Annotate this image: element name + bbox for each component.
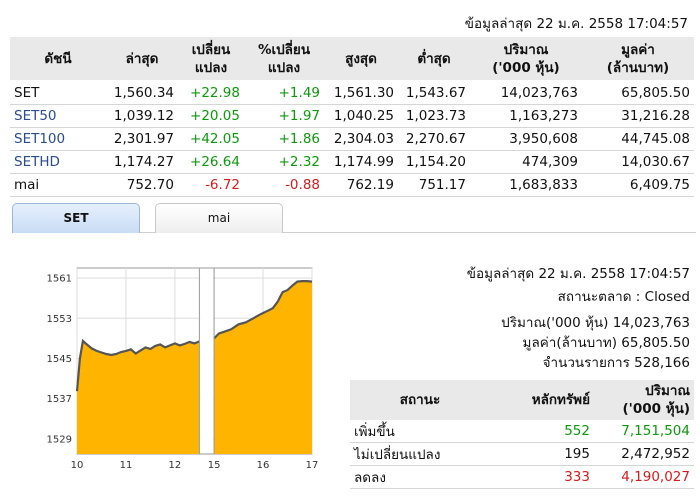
market-value: มูลค่า(ล้านบาท) 65,805.50	[522, 335, 690, 351]
index-last: 1,174.27	[106, 150, 178, 174]
chart-area-fill	[214, 281, 312, 454]
col-header-index: ดัชนี	[10, 37, 106, 82]
col-header-last: ล่าสุด	[106, 37, 178, 82]
chart-x-tick-label: 17	[306, 460, 319, 471]
index-low: 1,023.73	[398, 104, 470, 128]
index-volume: 1,683,833	[470, 173, 582, 197]
index-name[interactable]: SETHD	[10, 150, 106, 174]
stat-table-header: สถานะ หลักทรัพย์ ปริมาณ ('000 หุ้น)	[350, 380, 694, 420]
chart-x-tick-label: 15	[208, 460, 221, 471]
col-header-change: เปลี่ยน แปลง	[178, 37, 244, 82]
col-header-securities: หลักทรัพย์	[490, 380, 594, 420]
index-high: 1,040.25	[324, 104, 398, 128]
index-change: +20.05	[178, 104, 244, 128]
index-pct-change: -0.88	[244, 173, 324, 197]
last-update-timestamp: ข้อมูลล่าสุด 22 ม.ค. 2558 17:04:57	[464, 16, 688, 32]
stat-volume: 7,151,504	[594, 420, 694, 443]
index-low: 1,543.67	[398, 81, 470, 105]
index-high: 2,304.03	[324, 127, 398, 151]
chart-y-tick-label: 1537	[47, 394, 72, 405]
index-name: mai	[10, 173, 106, 197]
stat-status-label: ลดลง	[350, 465, 490, 489]
advance-decline-table: สถานะ หลักทรัพย์ ปริมาณ ('000 หุ้น) เพิ่ม…	[350, 380, 694, 489]
index-value: 65,805.50	[582, 81, 694, 105]
index-low: 1,154.20	[398, 150, 470, 174]
index-name[interactable]: SET50	[10, 104, 106, 128]
index-last: 752.70	[106, 173, 178, 197]
stat-status-label: ไม่เปลี่ยนแปลง	[350, 442, 490, 466]
index-table-header: ดัชนี ล่าสุด เปลี่ยน แปลง %เปลี่ยน แปลง สู…	[10, 37, 694, 82]
index-value: 31,216.28	[582, 104, 694, 128]
index-high: 1,174.99	[324, 150, 398, 174]
chart-y-tick-label: 1561	[47, 274, 72, 285]
chart-x-tick-label: 16	[257, 460, 270, 471]
stat-row: ไม่เปลี่ยนแปลง 195 2,472,952	[350, 442, 694, 466]
market-transactions: จำนวนรายการ 528,166	[542, 355, 690, 371]
index-volume: 3,950,608	[470, 127, 582, 151]
chart-session-gap	[200, 269, 214, 453]
index-last: 2,301.97	[106, 127, 178, 151]
col-header-status: สถานะ	[350, 380, 490, 420]
index-change: +22.98	[178, 81, 244, 105]
index-low: 2,270.67	[398, 127, 470, 151]
index-pct-change: +1.86	[244, 127, 324, 151]
index-row: SET 1,560.34 +22.98 +1.49 1,561.30 1,543.67 14…	[10, 81, 694, 105]
chart-area-fill	[77, 340, 200, 454]
index-name[interactable]: SET100	[10, 127, 106, 151]
index-change: -6.72	[178, 173, 244, 197]
chart-series-line	[75, 338, 200, 392]
chart-x-tick-label: 12	[169, 460, 182, 471]
stat-securities-count: 333	[490, 465, 594, 489]
index-row: mai 752.70 -6.72 -0.88 762.19 751.17 1,683,833…	[10, 173, 694, 197]
stat-row: ลดลง 333 4,190,027	[350, 465, 694, 489]
chart-x-tick-label: 10	[71, 460, 84, 471]
index-last: 1,560.34	[106, 81, 178, 105]
col-header-stat-volume: ปริมาณ ('000 หุ้น)	[594, 380, 694, 420]
index-volume: 1,163,273	[470, 104, 582, 128]
tab-mai[interactable]: mai	[155, 203, 283, 233]
index-name: SET	[10, 81, 106, 105]
index-row: SETHD 1,174.27 +26.64 +2.32 1,174.99 1,154.20…	[10, 150, 694, 174]
chart-y-tick-label: 1545	[47, 354, 72, 365]
stat-row: เพิ่มขึ้น 552 7,151,504	[350, 420, 694, 443]
index-last: 1,039.12	[106, 104, 178, 128]
stat-status-label: เพิ่มขึ้น	[350, 420, 490, 443]
stat-securities-count: 195	[490, 442, 594, 466]
market-info-timestamp: ข้อมูลล่าสุด 22 ม.ค. 2558 17:04:57	[466, 266, 690, 282]
market-volume: ปริมาณ('000 หุ้น) 14,023,763	[501, 315, 690, 331]
col-header-pct-change: %เปลี่ยน แปลง	[244, 37, 324, 82]
index-high: 762.19	[324, 173, 398, 197]
col-header-volume: ปริมาณ ('000 หุ้น)	[470, 37, 582, 82]
col-header-low: ต่ำสุด	[398, 37, 470, 82]
col-header-value: มูลค่า (ล้านบาท)	[582, 37, 694, 82]
stat-securities-count: 552	[490, 420, 594, 443]
tab-set[interactable]: SET	[12, 203, 140, 233]
market-status: สถานะตลาด : Closed	[557, 289, 690, 305]
index-pct-change: +1.97	[244, 104, 324, 128]
index-value: 14,030.67	[582, 150, 694, 174]
chart-series-line	[213, 280, 313, 340]
index-low: 751.17	[398, 173, 470, 197]
intraday-index-chart: 1529 1537 1545 1553 1561 10 11 12 15 16 17	[47, 267, 319, 471]
chart-y-tick-label: 1553	[47, 314, 72, 325]
index-change: +26.64	[178, 150, 244, 174]
stat-volume: 4,190,027	[594, 465, 694, 489]
index-value: 44,745.08	[582, 127, 694, 151]
chart-x-tick-label: 11	[120, 460, 133, 471]
col-header-high: สูงสุด	[324, 37, 398, 82]
index-row: SET100 2,301.97 +42.05 +1.86 2,304.03 2,270.6…	[10, 127, 694, 151]
index-pct-change: +1.49	[244, 81, 324, 105]
market-tabs: SET mai	[12, 203, 696, 233]
index-volume: 474,309	[470, 150, 582, 174]
index-high: 1,561.30	[324, 81, 398, 105]
index-pct-change: +2.32	[244, 150, 324, 174]
stat-volume: 2,472,952	[594, 442, 694, 466]
chart-y-tick-label: 1529	[47, 434, 72, 445]
index-table: ดัชนี ล่าสุด เปลี่ยน แปลง %เปลี่ยน แปลง สู…	[10, 37, 694, 197]
index-volume: 14,023,763	[470, 81, 582, 105]
index-row: SET50 1,039.12 +20.05 +1.97 1,040.25 1,023.73…	[10, 104, 694, 128]
index-value: 6,409.75	[582, 173, 694, 197]
index-change: +42.05	[178, 127, 244, 151]
